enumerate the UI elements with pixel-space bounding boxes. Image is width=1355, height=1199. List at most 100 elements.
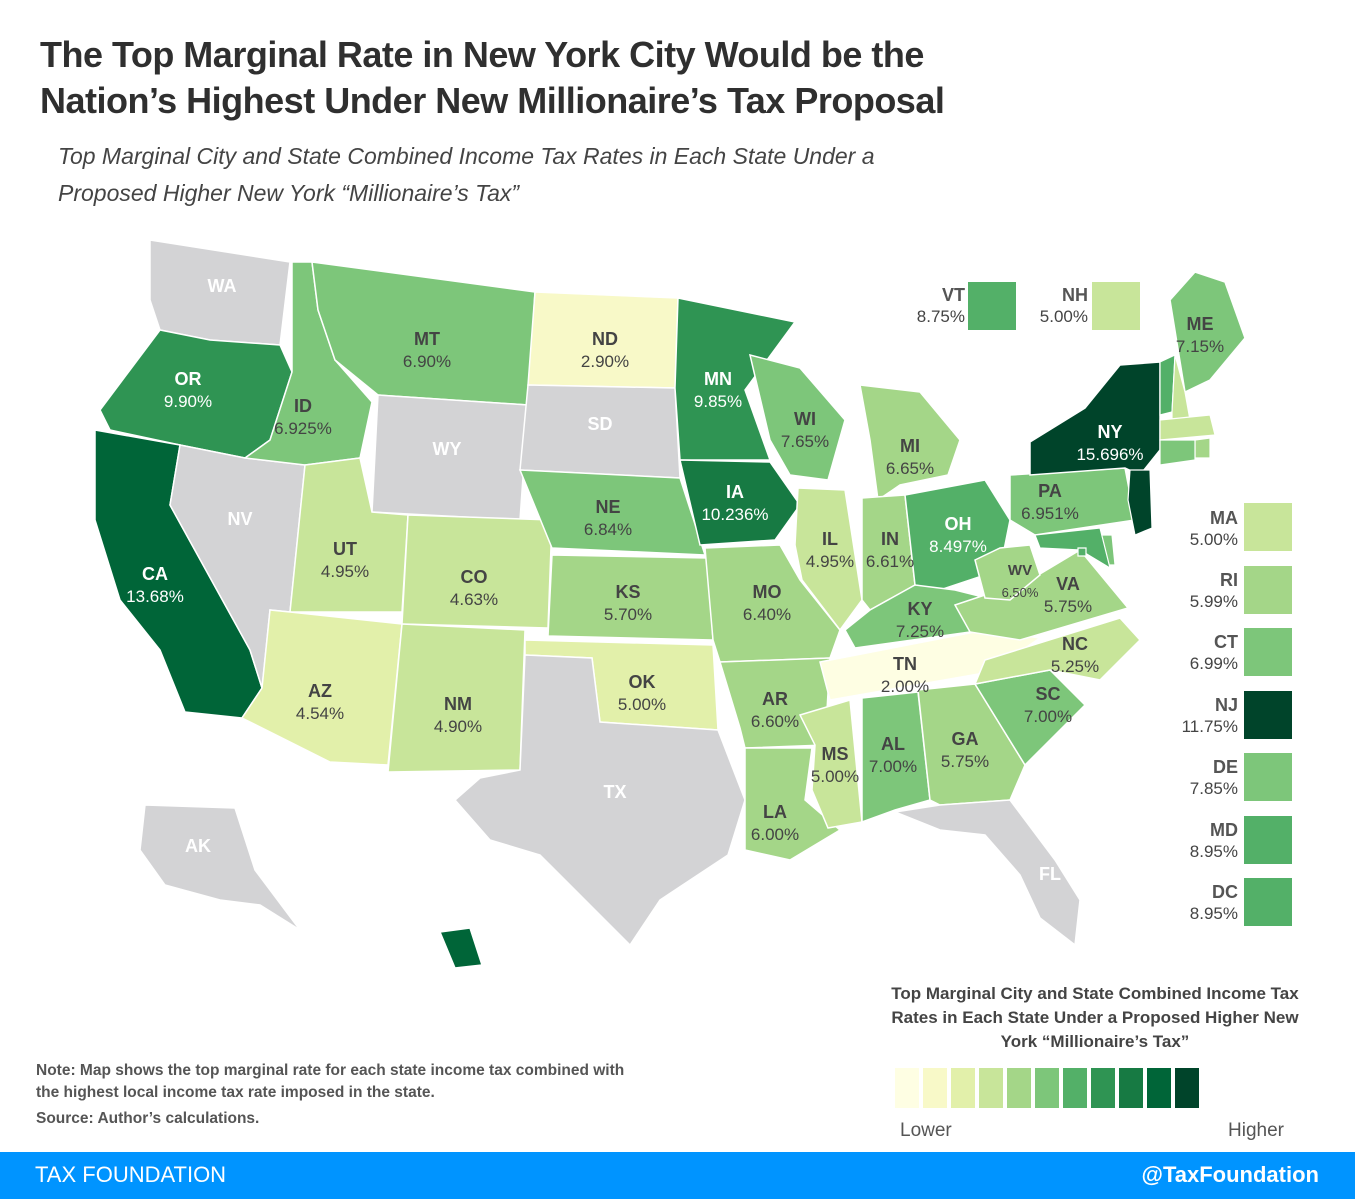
- legend-swatch-7: [1091, 1068, 1115, 1108]
- state-rate-hi: 11.00%: [354, 945, 410, 964]
- state-abbr-ks: KS: [615, 582, 640, 602]
- callout-rate: 5.00%: [1039, 307, 1088, 326]
- state-abbr-wa: WA: [208, 276, 237, 296]
- state-rate-oh: 8.497%: [929, 537, 987, 556]
- state-rate-id: 6.925%: [274, 419, 332, 438]
- state-abbr-il: IL: [822, 529, 838, 549]
- callout-label-dc: DC 8.95%: [1158, 882, 1238, 924]
- legend-swatch-9: [1147, 1068, 1171, 1108]
- state-rate-ny: 15.696%: [1076, 445, 1143, 464]
- state-abbr-ia: IA: [726, 482, 744, 502]
- state-mi: [859, 384, 961, 502]
- state-abbr-ok: OK: [629, 672, 656, 692]
- state-ak: [139, 804, 301, 931]
- legend-swatch-6: [1063, 1068, 1087, 1108]
- callout-swatch-de: [1244, 753, 1292, 801]
- state-abbr-nv: NV: [227, 509, 252, 529]
- state-abbr-mi: MI: [900, 436, 920, 456]
- states-layer: [94, 239, 1246, 969]
- state-rate-ms: 5.00%: [811, 767, 859, 786]
- state-nj: [1127, 469, 1153, 536]
- callout-abbr: VT: [941, 285, 965, 305]
- callout-swatch-nh: [1092, 282, 1140, 330]
- state-abbr-ky: KY: [907, 599, 932, 619]
- state-rate-pa: 6.951%: [1021, 504, 1079, 523]
- state-abbr-tn: TN: [893, 654, 917, 674]
- state-rate-ga: 5.75%: [941, 752, 989, 771]
- legend-low-label: Lower: [900, 1120, 952, 1141]
- state-abbr-ny: NY: [1097, 422, 1122, 442]
- state-rate-wv: 6.50%: [1002, 585, 1039, 600]
- callout-rate: 8.95%: [1189, 904, 1238, 923]
- state-abbr-tx: TX: [603, 782, 626, 802]
- page-subtitle: Top Marginal City and State Combined Inc…: [58, 143, 875, 206]
- us-map: WA OR 9.90% CA 13.68% NV ID 6.925% MT 6.90% WY UT 4.…: [94, 239, 1246, 969]
- legend-swatch-2: [951, 1068, 975, 1108]
- state-rate-wi: 7.65%: [781, 432, 829, 451]
- state-abbr-sd: SD: [587, 414, 612, 434]
- state-rate-mn: 9.85%: [694, 392, 742, 411]
- callout-label-ma: MA 5.00%: [1158, 508, 1238, 550]
- legend-swatch-5: [1035, 1068, 1059, 1108]
- state-abbr-id: ID: [294, 396, 312, 416]
- state-hi: [438, 927, 483, 969]
- state-abbr-al: AL: [881, 734, 905, 754]
- state-rate-nd: 2.90%: [581, 352, 629, 371]
- state-rate-ut: 4.95%: [321, 562, 369, 581]
- state-ky: [844, 584, 997, 649]
- callout-abbr: NH: [1062, 285, 1088, 305]
- state-mo: [704, 544, 841, 663]
- callout-label-de: DE 7.85%: [1158, 757, 1238, 799]
- callout-label-md: MD 8.95%: [1158, 820, 1238, 862]
- state-abbr-or: OR: [175, 369, 202, 389]
- callout-label-nh: NH 5.00%: [1008, 285, 1088, 327]
- state-rate-ca: 13.68%: [126, 587, 184, 606]
- state-rate-ok: 5.00%: [618, 695, 666, 714]
- callout-label-ri: RI 5.99%: [1158, 570, 1238, 612]
- state-tx: [453, 654, 746, 947]
- state-rate-or: 9.90%: [164, 392, 212, 411]
- state-ct: [1159, 439, 1196, 466]
- state-rate-ne: 6.84%: [584, 520, 632, 539]
- state-abbr-mo: MO: [753, 582, 782, 602]
- callout-swatch-vt: [968, 282, 1016, 330]
- state-abbr-pa: PA: [1038, 481, 1062, 501]
- callout-rate: 6.99%: [1189, 654, 1238, 673]
- callout-rate: 5.99%: [1189, 592, 1238, 611]
- state-al: [861, 691, 931, 824]
- state-abbr-co: CO: [461, 567, 488, 587]
- state-pa: [1009, 467, 1136, 536]
- state-abbr-in: IN: [881, 529, 899, 549]
- state-rate-me: 7.15%: [1176, 337, 1224, 356]
- footer-brand: TAX FOUNDATION: [35, 1162, 227, 1187]
- state-rate-al: 7.00%: [869, 757, 917, 776]
- callout-abbr: CT: [1214, 632, 1238, 652]
- callout-abbr: DC: [1212, 882, 1238, 902]
- state-abbr-sc: SC: [1035, 684, 1060, 704]
- state-rate-az: 4.54%: [296, 704, 344, 723]
- state-abbr-ne: NE: [595, 497, 620, 517]
- callout-abbr: MA: [1210, 508, 1238, 528]
- state-abbr-nd: ND: [592, 329, 618, 349]
- callout-rate: 7.85%: [1189, 779, 1238, 798]
- state-il: [794, 487, 863, 632]
- state-ar: [718, 657, 831, 749]
- legend-swatch-10: [1175, 1068, 1199, 1108]
- state-abbr-wy: WY: [433, 439, 462, 459]
- state-abbr-mt: MT: [414, 329, 440, 349]
- state-rate-va: 5.75%: [1044, 597, 1092, 616]
- state-nc: [973, 617, 1142, 685]
- callout-abbr: MD: [1210, 820, 1238, 840]
- callout-swatch-nj: [1244, 691, 1292, 739]
- state-md: [1034, 527, 1111, 570]
- legend-swatch-3: [979, 1068, 1003, 1108]
- map-source: Source: Author’s calculations.: [36, 1110, 260, 1127]
- state-abbr-nc: NC: [1062, 634, 1088, 654]
- callout-swatch-md: [1244, 816, 1292, 864]
- state-abbr-nm: NM: [444, 694, 472, 714]
- page-title: The Top Marginal Rate in New York City W…: [40, 34, 945, 121]
- state-rate-mi: 6.65%: [886, 459, 934, 478]
- state-ma: [1159, 414, 1216, 441]
- state-ia: [679, 459, 801, 546]
- state-rate-mo: 6.40%: [743, 605, 791, 624]
